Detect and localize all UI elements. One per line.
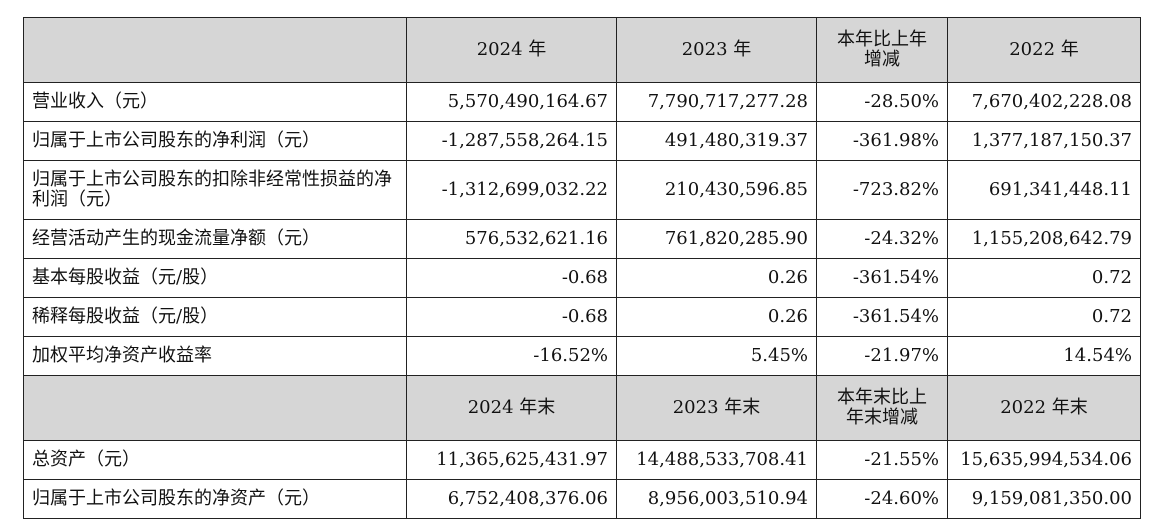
cell-2023: 0.26 [616, 297, 817, 337]
cell-change: -24.60% [816, 479, 948, 519]
cell-change: -361.54% [816, 297, 948, 337]
cell-2024: -0.68 [406, 297, 617, 337]
header-yoy-change-text: 本年比上年 增减 [837, 29, 927, 70]
table-header-row: 2024 年 2023 年 本年比上年 增减 2022 年 [23, 17, 1141, 83]
cell-2023-end: 8,956,003,510.94 [616, 479, 817, 519]
row-label: 加权平均净资产收益率 [23, 336, 407, 376]
row-label: 归属于上市公司股东的净利润（元） [23, 121, 407, 161]
cell-change: -28.50% [816, 82, 948, 122]
header-yoy-end-change-text: 本年末比上 年末增减 [837, 387, 927, 428]
cell-2023: 491,480,319.37 [616, 121, 817, 161]
cell-2022: 14.54% [947, 336, 1141, 376]
table-row: 归属于上市公司股东的扣除非经常性损益的净利润（元） -1,312,699,032… [23, 160, 1141, 220]
table-row: 稀释每股收益（元/股） -0.68 0.26 -361.54% 0.72 [23, 297, 1141, 337]
cell-change: -723.82% [816, 160, 948, 220]
table-row: 基本每股收益（元/股） -0.68 0.26 -361.54% 0.72 [23, 258, 1141, 298]
cell-2022: 1,377,187,150.37 [947, 121, 1141, 161]
table-row: 加权平均净资产收益率 -16.52% 5.45% -21.97% 14.54% [23, 336, 1141, 376]
header-2022-end: 2022 年末 [947, 375, 1141, 441]
cell-2022: 691,341,448.11 [947, 160, 1141, 220]
cell-2024: -1,287,558,264.15 [406, 121, 617, 161]
cell-change: -24.32% [816, 219, 948, 259]
table-subheader-row: 2024 年末 2023 年末 本年末比上 年末增减 2022 年末 [23, 375, 1141, 441]
cell-change: -21.97% [816, 336, 948, 376]
cell-2023: 7,790,717,277.28 [616, 82, 817, 122]
cell-2024: -1,312,699,032.22 [406, 160, 617, 220]
table-row: 归属于上市公司股东的净资产（元） 6,752,408,376.06 8,956,… [23, 479, 1141, 519]
cell-2024: 5,570,490,164.67 [406, 82, 617, 122]
cell-2024-end: 11,365,625,431.97 [406, 440, 617, 480]
row-label: 归属于上市公司股东的净资产（元） [23, 479, 407, 519]
key-financial-data-table: 2024 年 2023 年 本年比上年 增减 2022 年 营业收入（元） 5,… [23, 17, 1141, 519]
cell-2022-end: 9,159,081,350.00 [947, 479, 1141, 519]
header-2024-end: 2024 年末 [406, 375, 617, 441]
cell-change: -361.98% [816, 121, 948, 161]
row-label: 归属于上市公司股东的扣除非经常性损益的净利润（元） [23, 160, 407, 220]
cell-2022: 7,670,402,228.08 [947, 82, 1141, 122]
cell-2024: -0.68 [406, 258, 617, 298]
cell-2022: 1,155,208,642.79 [947, 219, 1141, 259]
cell-2024: 576,532,621.16 [406, 219, 617, 259]
row-label: 总资产（元） [23, 440, 407, 480]
row-label: 稀释每股收益（元/股） [23, 297, 407, 337]
header-blank-cell [23, 17, 407, 83]
cell-2023: 210,430,596.85 [616, 160, 817, 220]
cell-change: -21.55% [816, 440, 948, 480]
table-row: 经营活动产生的现金流量净额（元） 576,532,621.16 761,820,… [23, 219, 1141, 259]
cell-2023: 0.26 [616, 258, 817, 298]
cell-2023: 5.45% [616, 336, 817, 376]
cell-change: -361.54% [816, 258, 948, 298]
cell-2023: 761,820,285.90 [616, 219, 817, 259]
header-2023: 2023 年 [616, 17, 817, 83]
header-yoy-change: 本年比上年 增减 [816, 17, 948, 83]
row-label: 经营活动产生的现金流量净额（元） [23, 219, 407, 259]
header-2024: 2024 年 [406, 17, 617, 83]
subheader-blank-cell [23, 375, 407, 441]
table-row: 归属于上市公司股东的净利润（元） -1,287,558,264.15 491,4… [23, 121, 1141, 161]
row-label: 营业收入（元） [23, 82, 407, 122]
cell-2024-end: 6,752,408,376.06 [406, 479, 617, 519]
header-2023-end: 2023 年末 [616, 375, 817, 441]
table-row: 营业收入（元） 5,570,490,164.67 7,790,717,277.2… [23, 82, 1141, 122]
table-row: 总资产（元） 11,365,625,431.97 14,488,533,708.… [23, 440, 1141, 480]
cell-2022: 0.72 [947, 297, 1141, 337]
row-label: 基本每股收益（元/股） [23, 258, 407, 298]
cell-2022-end: 15,635,994,534.06 [947, 440, 1141, 480]
header-yoy-end-change: 本年末比上 年末增减 [816, 375, 948, 441]
cell-2022: 0.72 [947, 258, 1141, 298]
header-2022: 2022 年 [947, 17, 1141, 83]
cell-2024: -16.52% [406, 336, 617, 376]
cell-2023-end: 14,488,533,708.41 [616, 440, 817, 480]
